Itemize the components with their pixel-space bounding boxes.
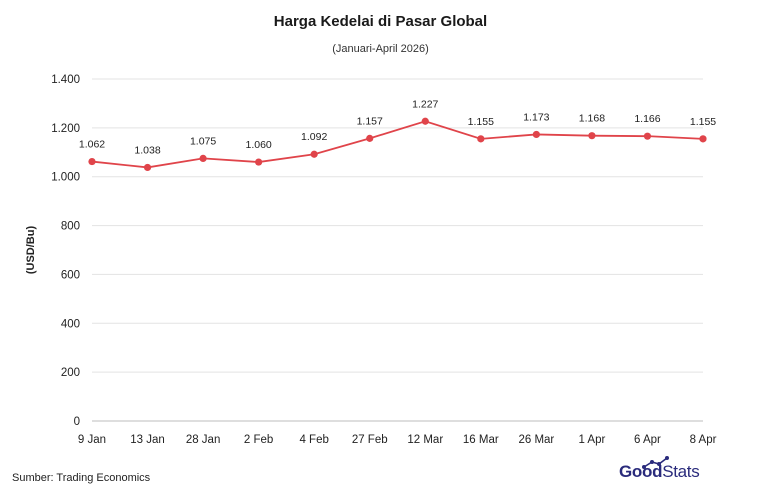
series-layer: 1.062 1.038 1.075 1.060 1.092 1.157 1.227 1.155…: [79, 98, 716, 172]
source-note: Sumber: Trading Economics: [12, 472, 151, 484]
data-label: 1.075: [190, 135, 216, 147]
data-label: 1.227: [412, 98, 438, 110]
x-tick-label: 27 Feb: [352, 434, 388, 446]
logo-chart-icon: [642, 456, 669, 469]
y-tick-label: 200: [61, 367, 80, 379]
data-point: [88, 157, 96, 166]
y-tick-label: 0: [74, 416, 80, 428]
logo-thin-text: Stats: [662, 462, 700, 481]
x-axis-ticks: 9 Jan 13 Jan 28 Jan 2 Feb 4 Feb 27 Feb 12 Mar 1…: [78, 434, 717, 446]
chart-title: Harga Kedelai di Pasar Global: [273, 13, 488, 30]
x-tick-label: 16 Mar: [463, 434, 499, 446]
y-tick-label: 800: [61, 221, 80, 233]
chart-subtitle: (Januari-April 2026): [332, 43, 429, 55]
data-label: 1.173: [523, 111, 549, 123]
data-label: 1.157: [357, 115, 383, 127]
y-axis-ticks: 0 200 400 600 800 1.000 1.200 1.400: [51, 74, 80, 428]
data-point: [255, 158, 263, 166]
x-tick-label: 12 Mar: [407, 434, 443, 446]
data-label: 1.166: [634, 113, 660, 125]
x-tick-label: 4 Feb: [299, 434, 328, 446]
x-tick-label: 2 Feb: [244, 434, 273, 446]
data-point: [477, 135, 485, 143]
x-tick-label: 28 Jan: [186, 434, 221, 446]
data-point: [588, 132, 596, 140]
y-tick-label: 1.000: [51, 172, 80, 184]
y-tick-label: 1.400: [51, 74, 80, 86]
x-tick-label: 9 Jan: [78, 434, 106, 446]
data-label: 1.168: [579, 113, 605, 125]
data-label: 1.060: [245, 139, 271, 151]
line-chart: 0 200 400 600 800 1.000 1.200 1.400 9 Jan 13 Jan…: [25, 74, 717, 446]
data-point: [699, 135, 707, 143]
data-point: [143, 163, 152, 172]
data-label: 1.062: [79, 139, 105, 151]
y-axis-title: (USD/Bu): [25, 226, 37, 275]
data-point: [199, 154, 207, 162]
data-point: [421, 117, 429, 125]
y-tick-label: 400: [61, 318, 80, 330]
data-label: 1.155: [690, 116, 716, 128]
goodstats-logo: GoodStats: [619, 462, 700, 482]
logo-bold-text: Good: [619, 462, 663, 481]
data-point: [310, 150, 318, 158]
series-line: [91, 120, 704, 169]
grid-lines: [92, 78, 703, 373]
x-tick-label: 6 Apr: [634, 434, 661, 446]
data-label: 1.038: [134, 144, 160, 156]
data-label: 1.092: [301, 131, 327, 143]
x-tick-label: 1 Apr: [578, 434, 605, 446]
data-point: [643, 132, 652, 140]
y-tick-label: 1.200: [51, 123, 80, 135]
x-tick-label: 26 Mar: [518, 434, 554, 446]
data-point: [532, 130, 540, 139]
x-tick-label: 8 Apr: [690, 434, 717, 446]
data-point: [366, 134, 374, 142]
x-tick-label: 13 Jan: [130, 434, 165, 446]
y-tick-label: 600: [61, 269, 80, 281]
data-label: 1.155: [468, 116, 494, 128]
